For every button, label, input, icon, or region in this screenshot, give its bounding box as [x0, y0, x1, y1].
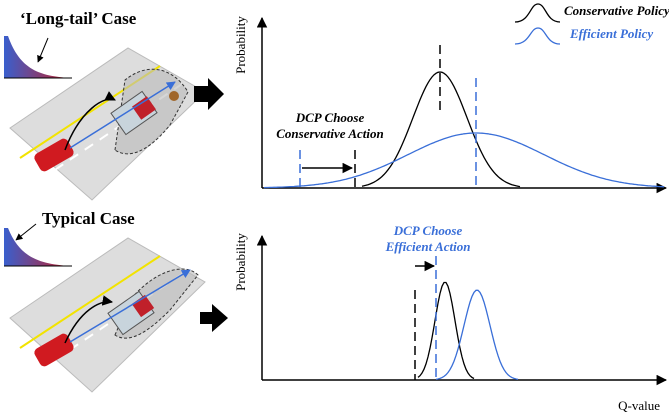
icon-arrow — [15, 223, 37, 241]
legend-icon — [514, 27, 561, 45]
road — [9, 47, 206, 201]
distribution-icon — [4, 228, 70, 266]
y-axis-label: Probability — [233, 16, 248, 74]
conservative-curve — [417, 281, 475, 380]
conservative-curve — [361, 71, 521, 188]
annotation: DCP Choose — [295, 110, 365, 125]
efficient-curve — [263, 132, 665, 189]
efficient-curve — [435, 289, 519, 381]
road — [9, 237, 206, 393]
legend-label: Efficient Policy — [569, 26, 653, 41]
case-title: Typical Case — [42, 209, 135, 228]
annotation: DCP Choose — [393, 223, 463, 238]
annotation: Efficient Action — [385, 239, 471, 254]
legend-icon — [514, 3, 561, 23]
legend-label: Conservative Policy — [564, 3, 669, 18]
icon-arrow — [37, 37, 49, 63]
big-arrow — [200, 304, 228, 332]
annotation: Conservative Action — [276, 126, 384, 141]
case-title: ‘Long-tail’ Case — [20, 9, 137, 28]
distribution-icon — [4, 36, 70, 78]
y-axis-label: Probability — [233, 233, 248, 291]
x-axis-label: Q-value — [618, 398, 660, 413]
big-arrow — [194, 78, 224, 110]
